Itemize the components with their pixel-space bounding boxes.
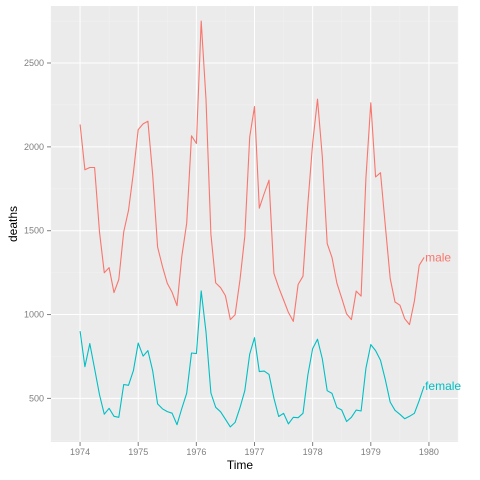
series-lines bbox=[79, 20, 425, 428]
y-tick-label: 1000 bbox=[24, 310, 44, 320]
y-tick-label: 1500 bbox=[24, 226, 44, 236]
x-tick-label: 1974 bbox=[70, 447, 90, 457]
x-axis-title: Time bbox=[227, 458, 254, 472]
major-gridlines bbox=[51, 6, 458, 442]
x-tick-label: 1978 bbox=[303, 447, 323, 457]
y-tick-label: 2000 bbox=[24, 142, 44, 152]
x-tick-label: 1979 bbox=[361, 447, 381, 457]
series-line-male bbox=[79, 20, 425, 326]
y-tick-label: 500 bbox=[29, 393, 44, 403]
series-label-male: male bbox=[425, 250, 451, 264]
y-axis: 500 1000 1500 2000 2500 bbox=[24, 58, 51, 403]
y-axis-title: deaths bbox=[6, 206, 20, 242]
series-line-female bbox=[79, 290, 425, 428]
y-tick-label: 2500 bbox=[24, 58, 44, 68]
x-tick-label: 1980 bbox=[419, 447, 439, 457]
series-labels: male female bbox=[425, 250, 461, 393]
x-axis: 1974 1975 1976 1977 1978 1979 1980 bbox=[70, 442, 439, 457]
x-tick-label: 1976 bbox=[186, 447, 206, 457]
series-label-female: female bbox=[425, 379, 461, 393]
x-tick-label: 1977 bbox=[244, 447, 264, 457]
x-tick-label: 1975 bbox=[128, 447, 148, 457]
